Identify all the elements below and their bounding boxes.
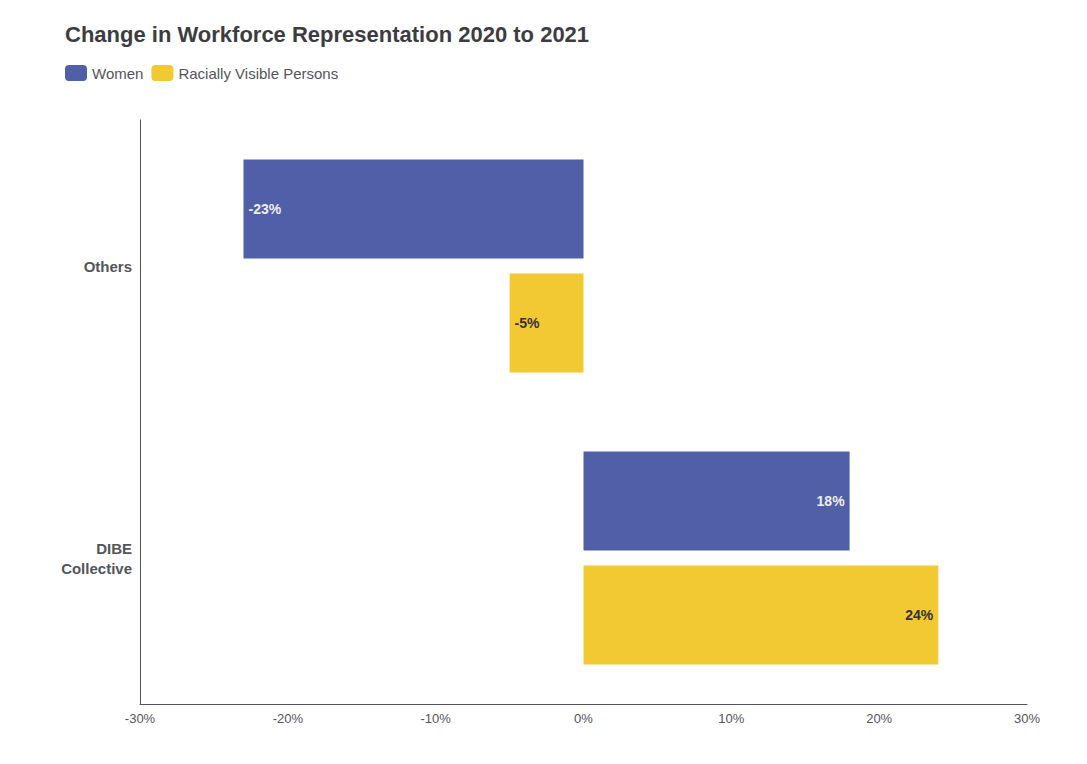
svg-text:30%: 30% bbox=[1014, 711, 1040, 726]
svg-text:-20%: -20% bbox=[273, 711, 304, 726]
svg-text:18%: 18% bbox=[817, 493, 846, 509]
svg-text:-5%: -5% bbox=[515, 315, 540, 331]
svg-text:-10%: -10% bbox=[420, 711, 451, 726]
svg-text:0%: 0% bbox=[574, 711, 593, 726]
svg-text:-30%: -30% bbox=[125, 711, 156, 726]
svg-text:Women: Women bbox=[92, 65, 143, 82]
svg-text:24%: 24% bbox=[905, 607, 934, 623]
svg-text:DIBE: DIBE bbox=[96, 540, 132, 557]
svg-text:Others: Others bbox=[84, 258, 132, 275]
svg-text:10%: 10% bbox=[718, 711, 744, 726]
svg-text:-23%: -23% bbox=[248, 201, 281, 217]
svg-text:Racially Visible Persons: Racially Visible Persons bbox=[178, 65, 338, 82]
svg-text:Change in Workforce Representa: Change in Workforce Representation 2020 … bbox=[65, 22, 589, 47]
svg-text:Collective: Collective bbox=[61, 560, 132, 577]
svg-text:20%: 20% bbox=[866, 711, 892, 726]
